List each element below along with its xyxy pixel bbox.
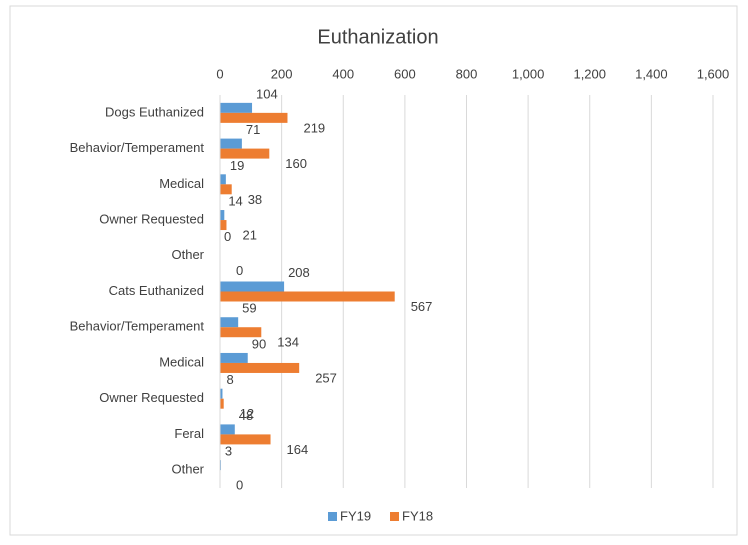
bar xyxy=(220,317,239,328)
y-tick-label: Medical xyxy=(159,176,204,191)
data-label: 38 xyxy=(248,192,262,207)
data-label: 0 xyxy=(236,263,243,278)
y-tick-label: Owner Requested xyxy=(99,211,204,226)
x-tick-label: 600 xyxy=(394,66,416,81)
legend-swatch xyxy=(390,512,399,521)
data-label: 219 xyxy=(303,120,325,135)
chart-title: Euthanization xyxy=(317,26,438,48)
data-label: 134 xyxy=(277,335,299,350)
bar xyxy=(220,112,288,123)
data-label: 12 xyxy=(240,406,254,421)
x-tick-label: 1,400 xyxy=(635,66,668,81)
y-tick-label: Other xyxy=(171,462,204,477)
data-label: 48 xyxy=(239,408,253,423)
y-tick-label: Owner Requested xyxy=(99,390,204,405)
data-label: 164 xyxy=(287,442,309,457)
legend-label: FY18 xyxy=(402,508,433,523)
data-label: 208 xyxy=(288,265,310,280)
data-label: 21 xyxy=(242,227,256,242)
bar xyxy=(220,148,270,159)
bar xyxy=(220,291,395,302)
bar xyxy=(220,281,285,292)
data-label: 0 xyxy=(224,229,231,244)
y-tick-label: Other xyxy=(171,247,204,262)
x-tick-label: 200 xyxy=(271,66,293,81)
bar xyxy=(220,102,253,113)
data-label: 104 xyxy=(256,86,278,101)
chart-border xyxy=(9,5,738,536)
data-label: 160 xyxy=(285,156,307,171)
bar xyxy=(220,398,224,409)
x-tick-label: 0 xyxy=(216,66,223,81)
x-tick-label: 1,200 xyxy=(573,66,606,81)
y-tick-label: Cats Euthanized xyxy=(109,283,204,298)
bar xyxy=(220,327,262,338)
x-tick-label: 400 xyxy=(332,66,354,81)
data-label: 71 xyxy=(246,122,260,137)
bar xyxy=(220,424,235,435)
bar xyxy=(220,352,248,363)
bar xyxy=(220,362,300,373)
x-tick-label: 800 xyxy=(456,66,478,81)
data-label: 3 xyxy=(225,444,232,459)
y-tick-label: Dogs Euthanized xyxy=(105,104,204,119)
data-label: 19 xyxy=(230,158,244,173)
data-label: 14 xyxy=(228,193,242,208)
x-tick-label: 1,000 xyxy=(512,66,545,81)
bar xyxy=(220,434,271,445)
y-tick-label: Medical xyxy=(159,354,204,369)
legend-swatch xyxy=(328,512,337,521)
data-label: 0 xyxy=(236,478,243,493)
data-label: 8 xyxy=(226,372,233,387)
bar xyxy=(220,174,226,185)
bar xyxy=(220,184,232,195)
y-tick-label: Behavior/Temperament xyxy=(70,319,205,334)
bar xyxy=(220,388,223,399)
x-tick-label: 1,600 xyxy=(697,66,730,81)
data-label: 59 xyxy=(242,301,256,316)
data-label: 567 xyxy=(411,299,433,314)
y-tick-label: Feral xyxy=(174,426,204,441)
bar xyxy=(220,210,225,221)
data-label: 257 xyxy=(315,370,337,385)
data-label: 90 xyxy=(252,336,266,351)
y-tick-label: Behavior/Temperament xyxy=(70,140,205,155)
bar xyxy=(220,220,227,231)
bar xyxy=(220,138,242,149)
legend-label: FY19 xyxy=(340,508,371,523)
